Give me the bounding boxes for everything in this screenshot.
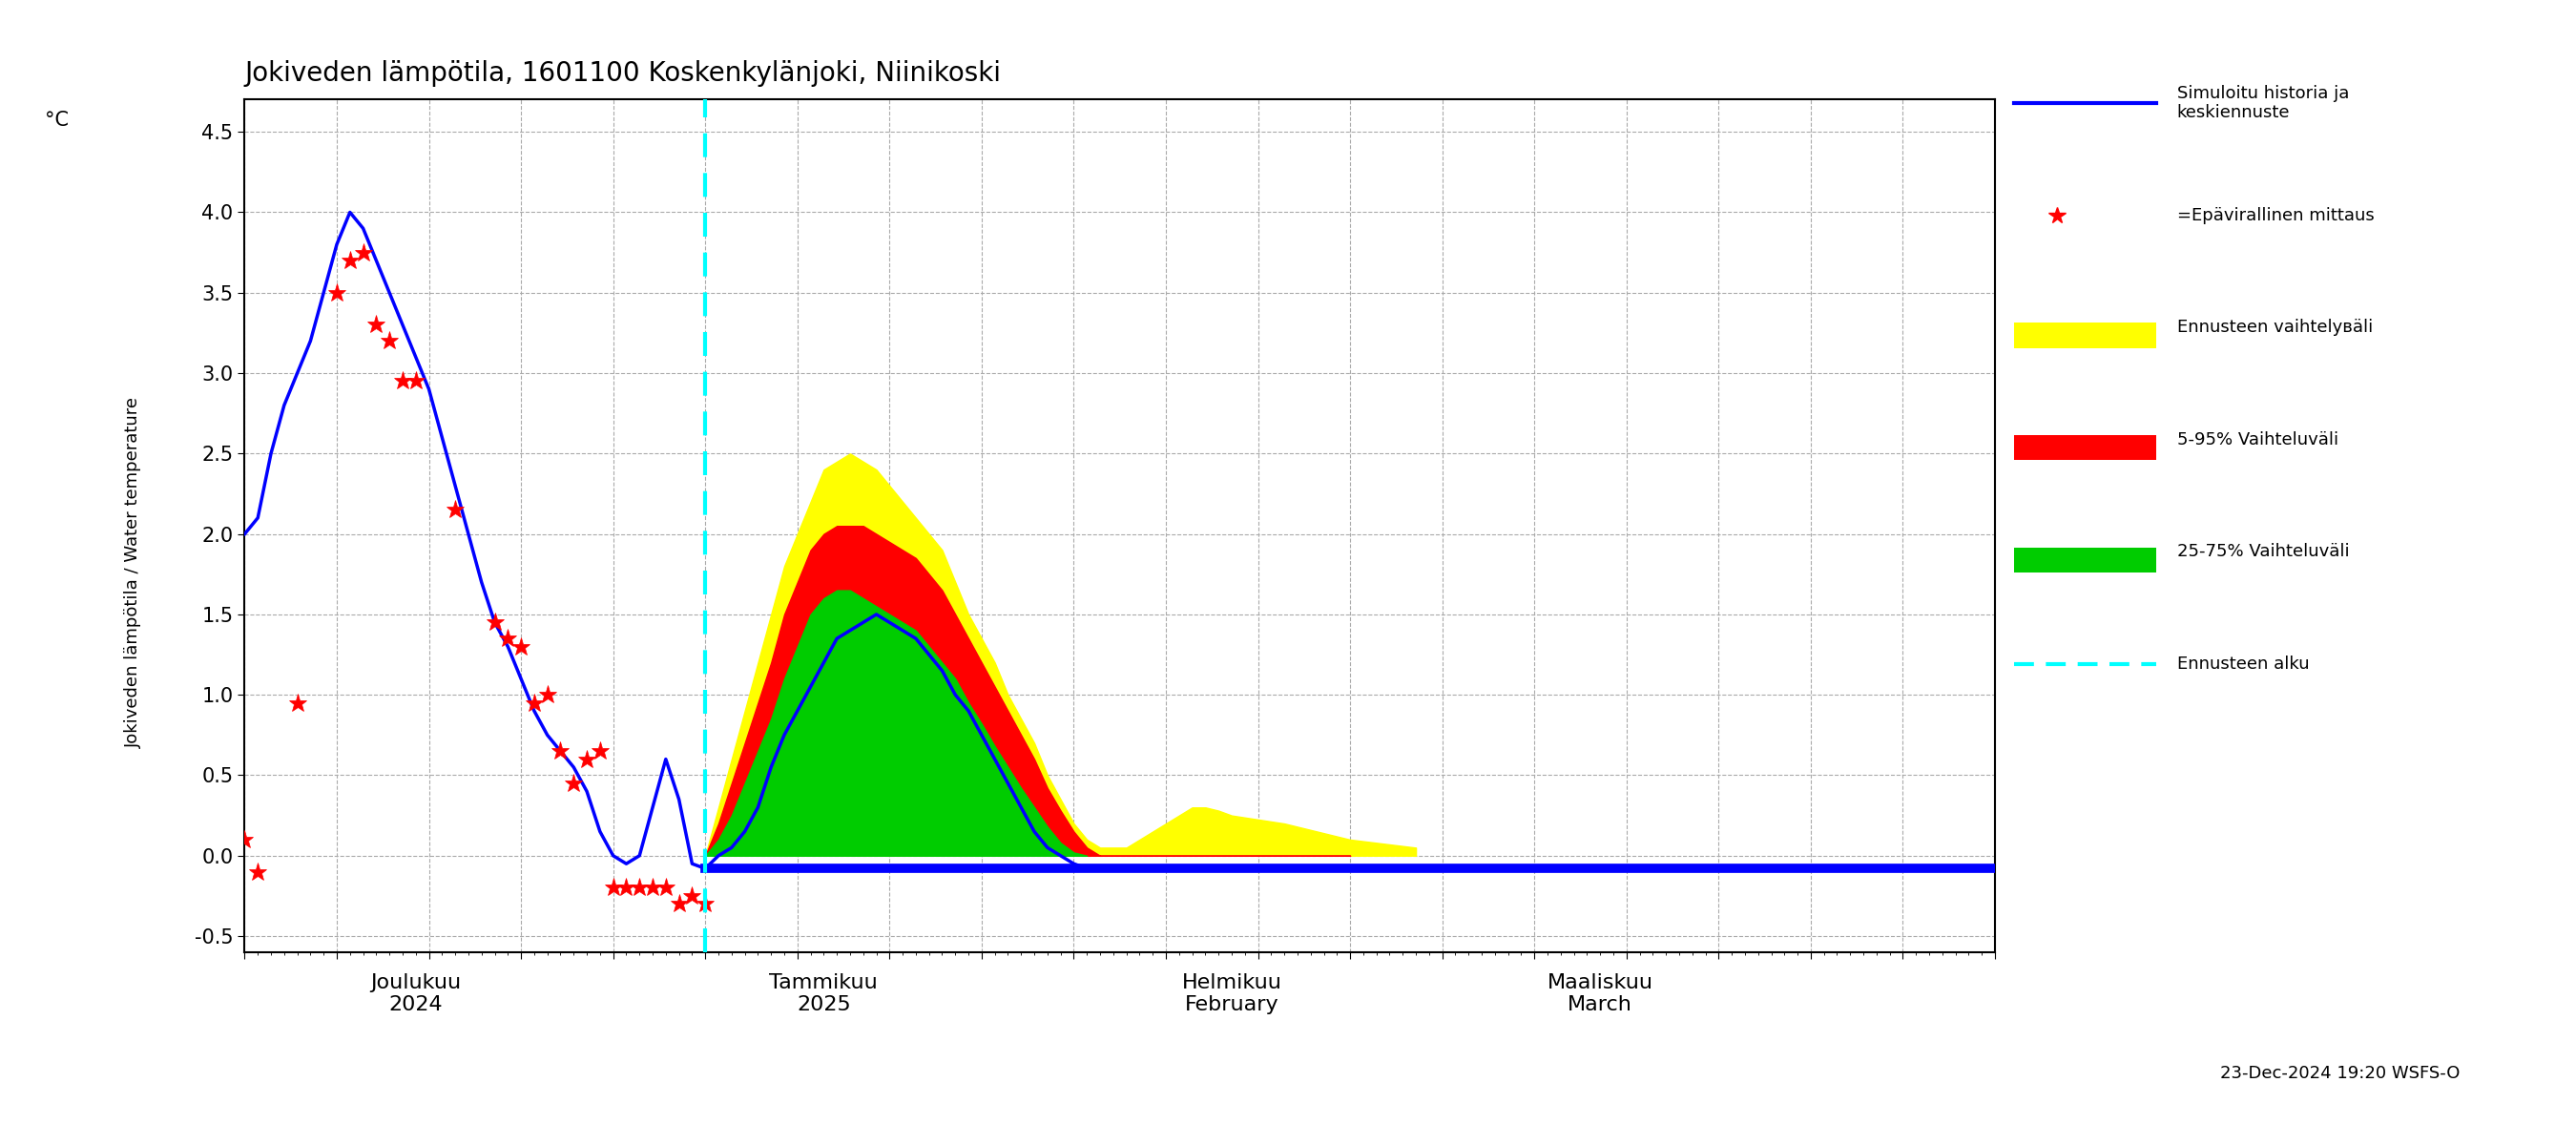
Text: Jokiveden lämpötila / Water temperature: Jokiveden lämpötila / Water temperature bbox=[126, 397, 142, 748]
Text: Maaliskuu: Maaliskuu bbox=[1548, 973, 1654, 993]
Text: Joulukuu: Joulukuu bbox=[371, 973, 461, 993]
Text: °C: °C bbox=[44, 111, 70, 129]
Text: Ennusteen alku: Ennusteen alku bbox=[2177, 655, 2308, 672]
Text: 23-Dec-2024 19:20 WSFS-O: 23-Dec-2024 19:20 WSFS-O bbox=[2221, 1065, 2460, 1082]
Text: 2025: 2025 bbox=[796, 996, 850, 1014]
Text: =Epävirallinen mittaus: =Epävirallinen mittaus bbox=[2177, 206, 2375, 223]
Text: Ennusteen vaihtelувäli: Ennusteen vaihtelувäli bbox=[2177, 318, 2372, 335]
Text: March: March bbox=[1569, 996, 1633, 1014]
Text: Simuloitu historia ja
keskiennuste: Simuloitu historia ja keskiennuste bbox=[2177, 85, 2349, 121]
Text: 5-95% Vaihteluväli: 5-95% Vaihteluväli bbox=[2177, 431, 2339, 448]
Text: February: February bbox=[1185, 996, 1278, 1014]
Text: Tammikuu: Tammikuu bbox=[770, 973, 878, 993]
Text: 2024: 2024 bbox=[389, 996, 443, 1014]
Text: 25-75% Vaihteluväli: 25-75% Vaihteluväli bbox=[2177, 543, 2349, 560]
Text: Helmikuu: Helmikuu bbox=[1182, 973, 1283, 993]
Text: Jokiveden lämpötila, 1601100 Koskenkylänjoki, Niinikoski: Jokiveden lämpötila, 1601100 Koskenkylän… bbox=[245, 60, 1002, 87]
